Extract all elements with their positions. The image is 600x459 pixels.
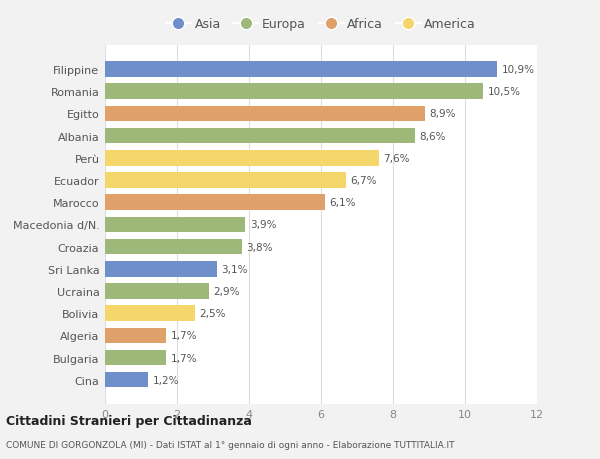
Text: 6,7%: 6,7%: [350, 176, 377, 185]
Bar: [105, 372, 148, 388]
Text: 7,6%: 7,6%: [383, 153, 409, 163]
Bar: [105, 173, 346, 188]
Bar: [105, 129, 415, 144]
Text: 8,9%: 8,9%: [430, 109, 456, 119]
Bar: [105, 217, 245, 233]
Text: 2,9%: 2,9%: [214, 286, 240, 297]
Bar: [105, 284, 209, 299]
Bar: [105, 239, 242, 255]
Text: 1,7%: 1,7%: [170, 353, 197, 363]
Text: Cittadini Stranieri per Cittadinanza: Cittadini Stranieri per Cittadinanza: [6, 414, 252, 428]
Text: 10,5%: 10,5%: [487, 87, 520, 97]
Text: 6,1%: 6,1%: [329, 198, 355, 208]
Bar: [105, 350, 166, 365]
Text: 1,2%: 1,2%: [152, 375, 179, 385]
Text: 3,9%: 3,9%: [250, 220, 276, 230]
Legend: Asia, Europa, Africa, America: Asia, Europa, Africa, America: [161, 13, 481, 36]
Text: 1,7%: 1,7%: [170, 330, 197, 341]
Text: 3,1%: 3,1%: [221, 264, 247, 274]
Text: COMUNE DI GORGONZOLA (MI) - Dati ISTAT al 1° gennaio di ogni anno - Elaborazione: COMUNE DI GORGONZOLA (MI) - Dati ISTAT a…: [6, 441, 455, 449]
Bar: [105, 262, 217, 277]
Text: 3,8%: 3,8%: [246, 242, 272, 252]
Bar: [105, 106, 425, 122]
Bar: [105, 328, 166, 343]
Text: 10,9%: 10,9%: [502, 65, 535, 75]
Bar: [105, 306, 195, 321]
Text: 2,5%: 2,5%: [199, 308, 226, 319]
Bar: [105, 195, 325, 211]
Bar: [105, 151, 379, 166]
Bar: [105, 84, 483, 100]
Text: 8,6%: 8,6%: [419, 131, 445, 141]
Bar: [105, 62, 497, 78]
